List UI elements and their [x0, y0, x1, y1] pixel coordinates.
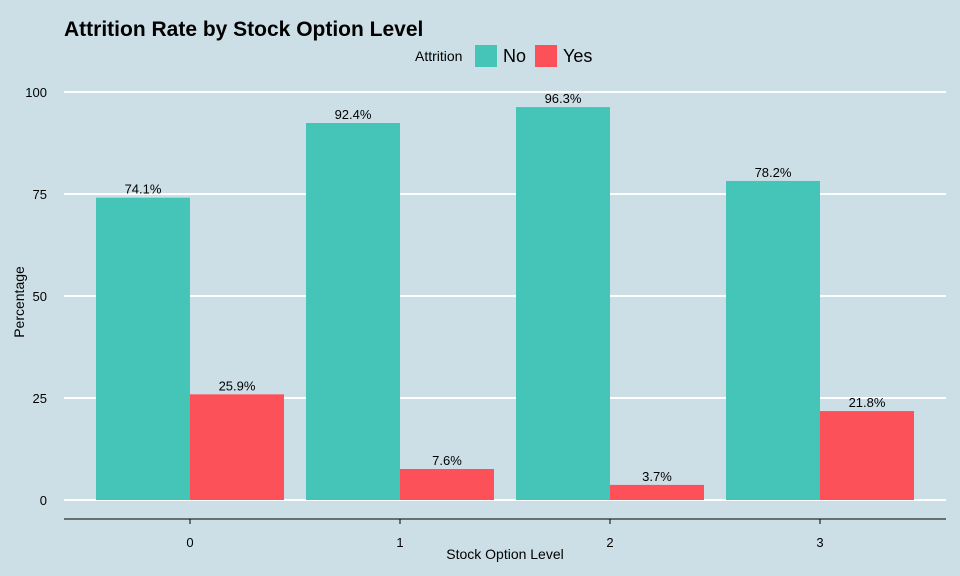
bar-yes-1 — [400, 468, 494, 500]
data-label-yes-1: 7.6% — [432, 453, 462, 468]
y-tick-label-50: 50 — [33, 289, 47, 304]
data-label-yes-0: 25.9% — [219, 378, 256, 393]
legend-label-yes: Yes — [563, 46, 592, 66]
data-label-no-1: 92.4% — [335, 107, 372, 122]
x-tick-label-0: 0 — [186, 535, 193, 550]
bar-yes-2 — [610, 484, 704, 500]
x-axis-ticks: 0 1 2 3 — [186, 519, 824, 550]
y-axis-label: Percentage — [11, 266, 27, 338]
legend-label-no: No — [503, 46, 526, 66]
bar-no-0 — [96, 197, 190, 500]
x-tick-label-2: 2 — [606, 535, 613, 550]
bar-no-3 — [726, 180, 820, 500]
data-label-yes-3: 21.8% — [849, 395, 886, 410]
chart-title: Attrition Rate by Stock Option Level — [64, 18, 423, 41]
x-tick-label-3: 3 — [816, 535, 823, 550]
bars — [96, 107, 914, 501]
y-tick-label-0: 0 — [40, 493, 47, 508]
data-labels: 74.1% 25.9% 92.4% 7.6% 96.3% 3.7% 78.2% 21.8% — [125, 91, 886, 484]
bar-no-1 — [306, 123, 400, 501]
bar-yes-3 — [820, 411, 914, 500]
legend-title: Attrition — [415, 48, 462, 64]
y-tick-label-25: 25 — [33, 391, 47, 406]
data-label-no-0: 74.1% — [125, 182, 162, 197]
data-label-no-2: 96.3% — [545, 91, 582, 106]
y-tick-label-75: 75 — [33, 187, 47, 202]
legend-swatch-yes — [535, 45, 557, 67]
y-axis-ticks: 0 25 50 75 100 — [25, 85, 47, 508]
legend-swatch-no — [475, 45, 497, 67]
data-label-yes-2: 3.7% — [642, 469, 672, 484]
legend: Attrition No Yes — [415, 45, 592, 67]
x-axis-label: Stock Option Level — [446, 546, 564, 562]
y-tick-label-100: 100 — [25, 85, 47, 100]
bar-yes-0 — [190, 394, 284, 500]
x-tick-label-1: 1 — [396, 535, 403, 550]
data-label-no-3: 78.2% — [755, 165, 792, 180]
bar-no-2 — [516, 107, 610, 500]
